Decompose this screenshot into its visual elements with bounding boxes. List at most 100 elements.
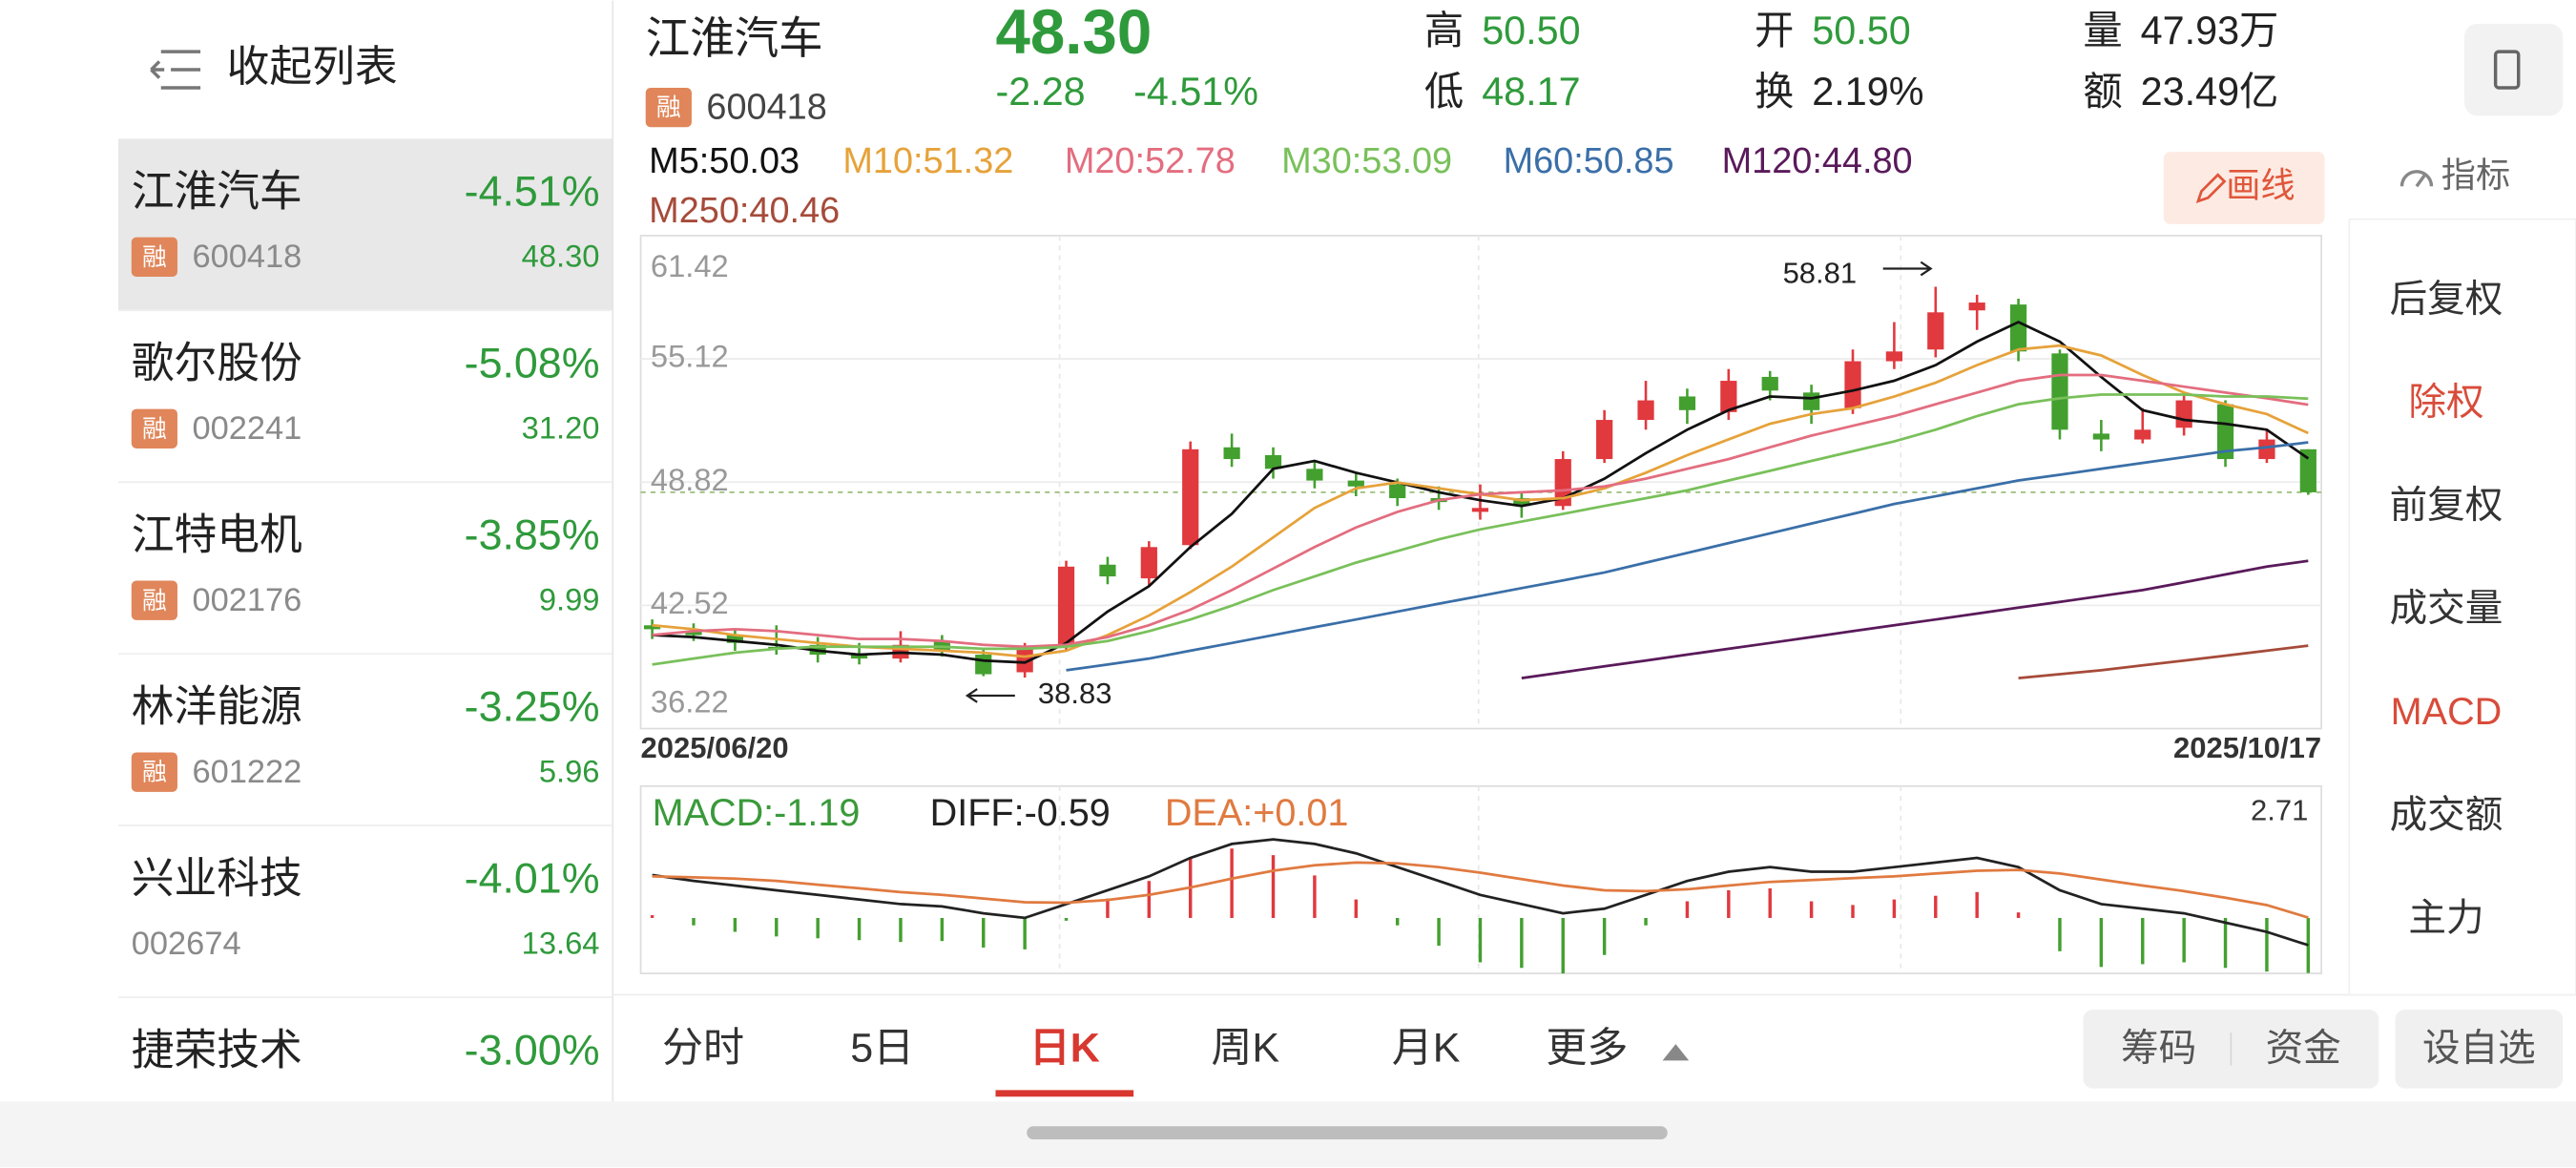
watchlist-button[interactable] [2395,1009,2564,1089]
stock-name[interactable]: 捷荣技术 [132,1026,302,1074]
sidebar-title[interactable]: 收起列表 [227,43,398,91]
stock-change: -4.51% [465,168,600,216]
dea-line [652,861,2309,919]
macd-legend: DIFF:-0.59 [930,792,1111,834]
candle-body [2299,448,2316,492]
date-label: 2025/06/20 [641,731,789,764]
tab[interactable]: 日K [1029,1025,1100,1071]
menu-item[interactable]: MACD [2391,691,2503,733]
candle-body [1057,566,1075,647]
change-pct: -4.51% [1133,70,1258,114]
rotate-button[interactable] [2463,23,2564,116]
y-tick-label: 55.12 [651,339,729,374]
collapse-icon[interactable] [150,50,201,90]
indicator-label[interactable]: 指标 [2441,156,2510,195]
legend-entry: M5:50.03 [649,141,800,181]
tab[interactable]: 5日 [850,1025,914,1071]
badge-text: 融 [142,415,167,443]
stock-change: -3.85% [465,511,600,559]
stock-name[interactable]: 兴业科技 [132,854,302,902]
candle-body [1596,420,1613,460]
badge-text: 融 [142,587,167,615]
legend-entry: M250:40.46 [649,191,840,231]
stat-label: 开 [1755,9,1794,52]
stock-name[interactable]: 林洋能源 [132,683,302,731]
candle-body [1678,396,1696,410]
menu-item[interactable]: 成交额 [2390,794,2503,836]
candle-body [1099,564,1116,577]
y-tick-label: 36.22 [651,683,729,719]
stock-code: 002674 [132,926,241,962]
candle-body [1347,480,1364,487]
stock-price: 48.30 [522,239,600,274]
stock-change: -3.25% [465,683,600,731]
candle-body [1513,498,1530,507]
stat-value: 50.50 [1812,9,1910,52]
draw-label[interactable]: 画线 [2226,166,2295,205]
pencil-icon [2195,173,2227,203]
menu-item[interactable]: 除权 [2408,381,2483,423]
stat-label: 额 [2083,70,2122,114]
stat-label: 低 [1424,70,1464,114]
stock-name[interactable]: 江淮汽车 [132,168,302,216]
menu-item[interactable]: 前复权 [2390,485,2503,527]
stock-change: -3.00% [465,1026,600,1074]
candle-body [644,625,661,630]
draw-button[interactable] [2163,152,2325,224]
home-indicator [1027,1126,1668,1140]
candle-body [2216,404,2234,460]
badge [131,752,177,792]
macd-panel [639,784,2322,974]
legend-entry: M60:50.85 [1504,141,1674,181]
legend-entry: M20:52.78 [1065,141,1236,181]
stock-name[interactable]: 歌尔股份 [132,340,302,387]
candle-body [2092,433,2109,440]
stock-name[interactable]: 江特电机 [132,511,302,559]
stock-change: -5.08% [465,340,600,387]
candle-body [1968,302,1985,311]
candle-body [1306,469,1323,481]
legend-entry: M10:51.32 [842,141,1013,181]
button-label[interactable]: 设自选 [2422,1027,2536,1069]
menu-item[interactable]: 成交量 [2390,588,2503,630]
candle-body [2009,304,2027,352]
gauge-needle [2415,174,2426,188]
candle-body [1803,392,1820,410]
badge [645,87,692,128]
candle-body [1016,648,1033,673]
more-arrow [1662,1044,1690,1061]
menu-item[interactable]: 后复权 [2390,278,2503,320]
ma-line [652,320,2310,664]
stat-label: 量 [2083,9,2122,52]
candle-body [1471,508,1489,512]
tab[interactable]: 分时 [662,1025,744,1071]
candle-body [1761,376,1778,391]
button-label[interactable]: 资金 [2266,1027,2341,1069]
badge [131,237,177,277]
price: 48.30 [995,0,1152,67]
stock-price: 5.96 [539,754,600,789]
tab[interactable]: 月K [1392,1025,1461,1071]
gauge-icon [2399,170,2434,187]
badge [131,408,177,448]
button-label[interactable]: 筹码 [2121,1027,2196,1069]
icon [150,50,201,90]
stock-price: 9.99 [539,582,600,617]
stock-code: 600418 [706,87,826,127]
y-tick-label: 42.52 [651,585,729,620]
tab[interactable]: 更多 [1546,1025,1628,1071]
stat-label: 换 [1755,70,1794,114]
stat-label: 高 [1424,9,1464,52]
menu-item[interactable]: 主力 [2408,897,2483,939]
candle-body [1182,448,1199,546]
selected-row [117,138,613,310]
stat-value: 23.49亿 [2141,70,2279,114]
ma-line [652,393,2309,666]
stat-value: 47.93万 [2141,9,2279,52]
date-label: 2025/10/17 [2173,731,2321,764]
ma-line [1521,559,2309,680]
candle-body [2051,353,2068,430]
tab[interactable]: 周K [1211,1025,1279,1071]
stat-value: 2.19% [1812,70,1923,114]
candle-body [1223,447,1240,460]
